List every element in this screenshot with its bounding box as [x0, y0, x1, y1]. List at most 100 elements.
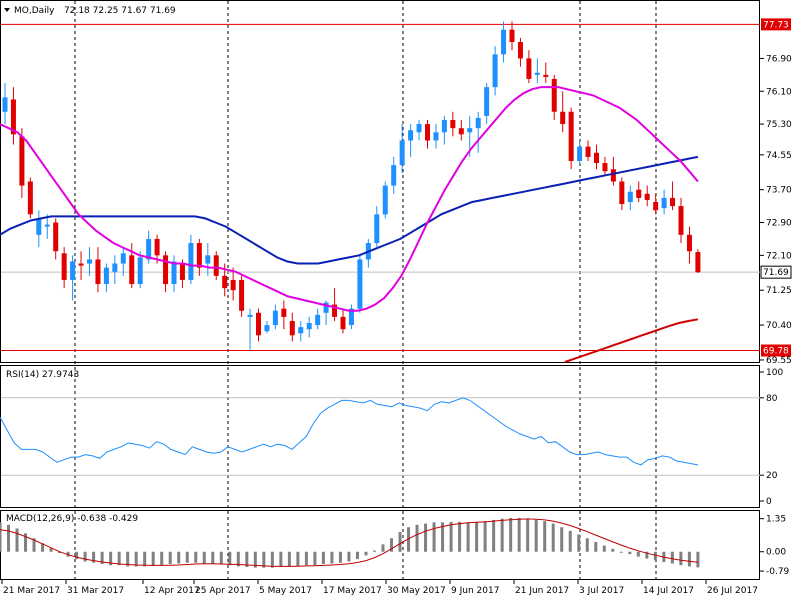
- x-tick-label: 3 Jul 2017: [579, 586, 624, 596]
- macd-tick-label: 1.35: [766, 515, 786, 525]
- price-tick-label: 74.55: [766, 151, 792, 161]
- rsi-tick-label: 80: [766, 394, 778, 404]
- macd-histogram-bar: [143, 551, 147, 567]
- rsi-tick-label: 100: [766, 368, 783, 378]
- candle-body: [213, 255, 219, 276]
- candle-body: [103, 267, 109, 285]
- candle-body: [205, 255, 211, 264]
- macd-signal-line: [0, 518, 698, 567]
- candle-body: [137, 257, 143, 285]
- candle-body: [517, 42, 523, 59]
- x-tick-label: 9 Jun 2017: [451, 586, 499, 596]
- price-tick-label: 70.40: [766, 321, 792, 331]
- macd-histogram-bar: [58, 551, 62, 553]
- candle-body: [95, 259, 101, 285]
- macd-histogram-bar: [211, 551, 215, 564]
- macd-histogram-bar: [466, 522, 470, 552]
- candle-body: [594, 152, 599, 164]
- macd-histogram-bar: [432, 522, 436, 552]
- level-price-tag: [761, 18, 791, 31]
- macd-histogram-bar: [313, 551, 317, 566]
- macd-histogram-bar: [151, 551, 155, 566]
- macd-histogram-bar: [372, 550, 376, 552]
- candle-body: [78, 263, 84, 266]
- macd-histogram-bar: [509, 517, 513, 552]
- macd-histogram-bar: [100, 551, 104, 564]
- candle-body: [188, 243, 194, 280]
- ohlc-label: 72.18 72.25 71.67 71.69: [64, 6, 176, 16]
- macd-histogram-bar: [619, 551, 623, 553]
- macd-histogram-bar: [645, 551, 649, 559]
- macd-histogram-bar: [483, 521, 487, 552]
- candle-body: [87, 259, 92, 264]
- macd-histogram-bar: [32, 538, 36, 552]
- macd-histogram-bar: [279, 551, 283, 567]
- price-tick-label: 72.90: [766, 219, 792, 229]
- candle-body: [534, 72, 540, 75]
- macd-panel: [0, 510, 760, 580]
- macd-histogram-bar: [696, 551, 700, 568]
- level-price-tag: [761, 344, 791, 357]
- macd-histogram-bar: [75, 551, 79, 560]
- candle-body: [695, 252, 701, 273]
- candle-body: [670, 197, 676, 207]
- price-tick-label: 76.90: [766, 54, 792, 64]
- candle-body: [391, 165, 397, 186]
- macd-histogram-bar: [15, 528, 19, 552]
- candle-body: [501, 29, 507, 55]
- candle-body: [416, 124, 422, 133]
- candle-body: [619, 181, 625, 205]
- candle-body: [289, 320, 295, 336]
- symbol-label: MO,Daily: [14, 6, 55, 16]
- axes: 77.73 69.78 71.69 76.90 76.10 75.30 74.55 73.70…: [1, 18, 792, 596]
- candle-body: [154, 238, 160, 256]
- candle-body: [526, 58, 532, 79]
- macd-histogram-bar: [296, 551, 300, 566]
- candle-body: [332, 304, 338, 317]
- macd-histogram-bar: [551, 523, 555, 552]
- dropdown-triangle-icon[interactable]: [4, 8, 10, 12]
- macd-histogram-bar: [381, 544, 385, 552]
- macd-histogram-bar: [500, 518, 504, 552]
- macd-histogram-bar: [679, 551, 683, 566]
- macd-histogram-bar: [449, 521, 453, 552]
- candle-body: [492, 54, 498, 88]
- candle-body: [509, 29, 515, 43]
- macd-histogram-bar: [534, 519, 538, 552]
- macd-histogram-bar: [543, 521, 547, 552]
- macd-histogram-bar: [636, 551, 640, 557]
- candle-body: [441, 119, 447, 133]
- macd-histogram-bar: [134, 551, 138, 567]
- macd-histogram-bar: [585, 538, 589, 552]
- candle-body: [399, 140, 405, 166]
- candle-body: [129, 255, 135, 285]
- macd-histogram-bar: [202, 551, 206, 564]
- price-tick-label: 76.10: [766, 87, 792, 97]
- candle-body: [585, 146, 591, 157]
- candle-body: [678, 206, 684, 235]
- macd-histogram-bar: [236, 551, 240, 567]
- sma-slow-line: [564, 318, 699, 363]
- macd-histogram-bar: [177, 551, 181, 564]
- macd-histogram-bar: [24, 533, 28, 552]
- candle-body: [323, 302, 329, 313]
- macd-histogram-bar: [611, 548, 615, 552]
- macd-histogram-bar: [526, 518, 530, 552]
- x-tick-label: 5 May 2017: [259, 586, 312, 596]
- rsi-panel: [0, 365, 760, 508]
- x-tick-label: 14 Jul 2017: [643, 586, 694, 596]
- candle-body: [146, 238, 152, 260]
- price-header: MO,Daily 72.18 72.25 71.67 71.69: [4, 6, 176, 16]
- x-tick-label: 30 May 2017: [387, 586, 446, 596]
- macd-histogram-bar: [253, 551, 257, 568]
- macd-histogram-bar: [355, 551, 359, 560]
- macd-histogram-bar: [109, 551, 113, 566]
- macd-histogram-bar: [168, 551, 172, 564]
- candle-body: [112, 263, 118, 272]
- macd-histogram-bar: [245, 551, 249, 567]
- macd-histogram-bar: [160, 551, 164, 566]
- macd-histogram-bar: [441, 522, 445, 552]
- candle-body: [340, 316, 346, 330]
- macd-histogram-bar: [475, 522, 479, 552]
- macd-histogram-bar: [41, 543, 45, 552]
